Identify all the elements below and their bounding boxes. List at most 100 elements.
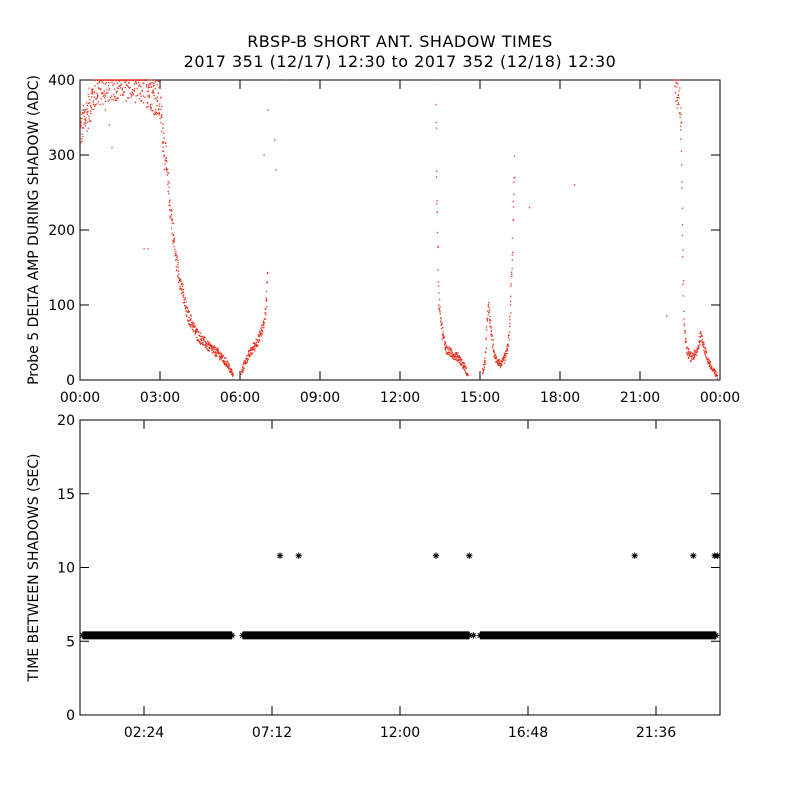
data-point bbox=[683, 323, 685, 325]
data-point bbox=[175, 250, 177, 253]
data-point bbox=[242, 371, 244, 374]
data-point bbox=[441, 323, 443, 325]
data-point bbox=[164, 141, 166, 144]
data-point bbox=[466, 374, 468, 376]
data-point bbox=[158, 108, 160, 110]
data-point bbox=[153, 114, 156, 116]
data-point bbox=[498, 361, 500, 364]
data-point bbox=[460, 362, 462, 365]
data-point bbox=[194, 333, 196, 335]
data-point bbox=[216, 348, 218, 351]
data-point bbox=[678, 79, 680, 81]
data-point bbox=[171, 222, 173, 224]
data-point bbox=[99, 80, 101, 82]
data-point bbox=[183, 299, 186, 301]
data-point bbox=[511, 273, 513, 276]
data-point bbox=[140, 79, 142, 81]
panel-time-between-shadows: 02:24 07:12 12:00 16:48 21:36 0 5 10 15 20 TIME BE… bbox=[26, 413, 721, 741]
data-point bbox=[195, 332, 197, 334]
data-point bbox=[694, 352, 696, 354]
data-point bbox=[228, 370, 231, 372]
data-point bbox=[123, 91, 125, 94]
data-point bbox=[702, 343, 705, 345]
data-point bbox=[121, 88, 124, 91]
data-point bbox=[490, 326, 492, 328]
data-point bbox=[240, 373, 242, 375]
data-point bbox=[224, 360, 226, 363]
data-point bbox=[462, 367, 464, 369]
data-point bbox=[116, 99, 118, 101]
data-point bbox=[182, 295, 184, 297]
asterisk-marker bbox=[470, 632, 477, 639]
data-point bbox=[198, 331, 200, 333]
data-point bbox=[230, 371, 233, 374]
data-point bbox=[511, 254, 513, 256]
data-point bbox=[505, 355, 507, 357]
data-point bbox=[83, 115, 85, 118]
data-point bbox=[691, 358, 694, 360]
data-point bbox=[196, 336, 198, 339]
data-point bbox=[81, 117, 83, 119]
data-point bbox=[464, 369, 466, 372]
data-point bbox=[674, 91, 676, 94]
data-point bbox=[154, 97, 156, 100]
data-point bbox=[144, 96, 146, 98]
data-point bbox=[207, 341, 209, 343]
data-point bbox=[147, 248, 149, 250]
data-point bbox=[458, 361, 460, 364]
data-point bbox=[705, 350, 707, 352]
data-point bbox=[265, 290, 268, 293]
data-point bbox=[190, 324, 192, 326]
data-point bbox=[696, 347, 698, 350]
data-point bbox=[227, 366, 229, 369]
data-point bbox=[693, 354, 695, 356]
data-point bbox=[501, 361, 503, 363]
data-point bbox=[169, 200, 171, 202]
data-point bbox=[482, 368, 484, 371]
data-point bbox=[86, 108, 88, 110]
data-point bbox=[192, 322, 195, 324]
data-point bbox=[153, 84, 155, 87]
data-point bbox=[695, 354, 698, 356]
data-point bbox=[258, 338, 260, 341]
data-point bbox=[165, 168, 167, 170]
data-point bbox=[152, 85, 155, 87]
data-point bbox=[714, 372, 716, 374]
data-point bbox=[511, 267, 513, 270]
data-point bbox=[108, 124, 111, 126]
data-point bbox=[201, 344, 204, 346]
data-point bbox=[708, 361, 710, 363]
data-point bbox=[444, 340, 446, 343]
data-point bbox=[104, 83, 107, 85]
data-point bbox=[230, 371, 232, 374]
data-point bbox=[178, 273, 180, 275]
data-point bbox=[182, 302, 185, 304]
data-point bbox=[84, 109, 87, 111]
data-point bbox=[225, 363, 227, 365]
data-point bbox=[453, 358, 455, 360]
data-point bbox=[499, 364, 501, 366]
data-point bbox=[113, 79, 115, 81]
data-point bbox=[265, 314, 267, 316]
data-point bbox=[261, 324, 264, 326]
data-point bbox=[85, 122, 87, 125]
data-point bbox=[464, 364, 466, 367]
data-point bbox=[147, 87, 149, 89]
data-point bbox=[213, 346, 215, 348]
data-point bbox=[440, 327, 443, 330]
data-point bbox=[261, 327, 264, 329]
x-tick-label: 15:00 bbox=[460, 390, 500, 406]
data-point bbox=[438, 304, 440, 306]
data-point bbox=[180, 280, 182, 283]
data-point bbox=[145, 86, 148, 88]
data-point bbox=[458, 355, 461, 357]
data-point bbox=[137, 94, 139, 96]
data-point bbox=[249, 347, 252, 350]
data-point bbox=[214, 348, 216, 351]
data-point bbox=[251, 348, 253, 350]
data-point bbox=[508, 334, 510, 336]
data-point bbox=[260, 333, 263, 335]
data-point bbox=[81, 133, 83, 135]
data-point bbox=[466, 372, 469, 375]
data-point bbox=[141, 100, 143, 102]
